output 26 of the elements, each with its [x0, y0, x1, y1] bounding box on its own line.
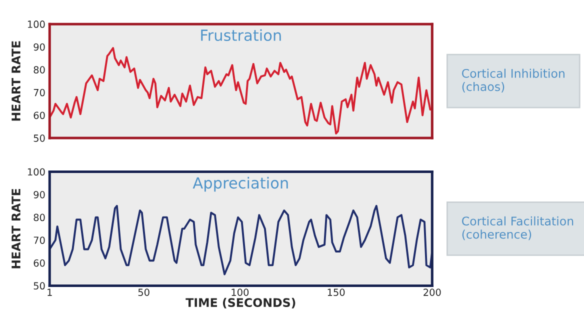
y-tick-label: 60	[34, 259, 45, 267]
text: Cortical Inhibition (chaos)	[462, 68, 564, 92]
y-tick-label: 50	[34, 282, 45, 290]
y-tick-label: 60	[34, 112, 45, 120]
y-axis-title: HEART RATE	[12, 188, 20, 268]
line-series	[50, 204, 432, 276]
x-tick-label: 1	[48, 288, 52, 296]
chart-title: Frustration	[201, 29, 281, 42]
y-tick-label: 90	[34, 43, 45, 51]
y-tick-label: 70	[34, 236, 45, 244]
y-tick-label: 90	[34, 191, 45, 198]
y-tick-label: 100	[28, 20, 45, 28]
text: Cortical Facilitation (coherence)	[462, 216, 574, 240]
chart-title: Appreciation	[192, 176, 288, 192]
y-tick-label: 50	[34, 134, 45, 142]
y-axis-title: HEART RATE	[12, 41, 20, 121]
x-tick-label: 100	[232, 288, 249, 296]
x-axis-title: TIME (SECONDS)	[186, 298, 296, 308]
y-tick-label: 70	[34, 88, 45, 96]
y-tick-label: 100	[28, 168, 45, 176]
x-tick-label: 200	[424, 288, 441, 296]
x-tick-label: 150	[328, 288, 345, 296]
x-tick-label: 50	[138, 288, 150, 296]
line-series	[50, 47, 432, 134]
y-tick-label: 80	[34, 214, 45, 222]
y-tick-label: 80	[34, 66, 45, 74]
